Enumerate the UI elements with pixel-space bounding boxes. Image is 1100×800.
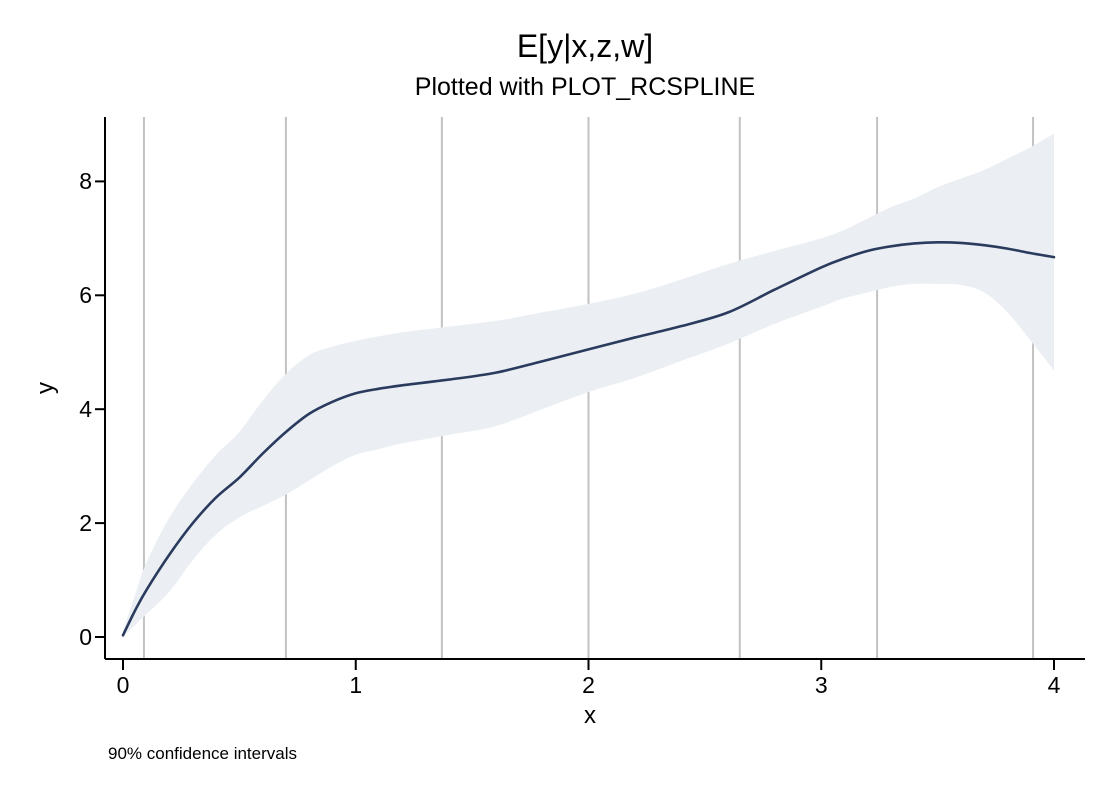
chart-title: E[y|x,z,w] <box>516 28 654 64</box>
x-axis-label: x <box>584 702 596 729</box>
x-tick-label: 0 <box>116 672 130 698</box>
x-tick-label: 3 <box>814 672 828 698</box>
fitted-line <box>121 241 1056 637</box>
confidence-note: 90% confidence intervals <box>108 744 298 763</box>
confidence-band <box>123 133 1054 637</box>
chart-subtitle: Plotted with PLOT_RCSPLINE <box>414 73 756 101</box>
x-tick-label: 4 <box>1047 672 1061 698</box>
y-tick-label: 2 <box>79 510 92 537</box>
x-tick-label: 2 <box>582 672 595 698</box>
y-tick-label: 0 <box>79 624 92 650</box>
y-tick-label: 6 <box>79 282 92 309</box>
y-tick-label: 8 <box>79 168 92 195</box>
y-tick-label: 4 <box>79 396 92 423</box>
x-tick-label: 1 <box>349 672 363 698</box>
